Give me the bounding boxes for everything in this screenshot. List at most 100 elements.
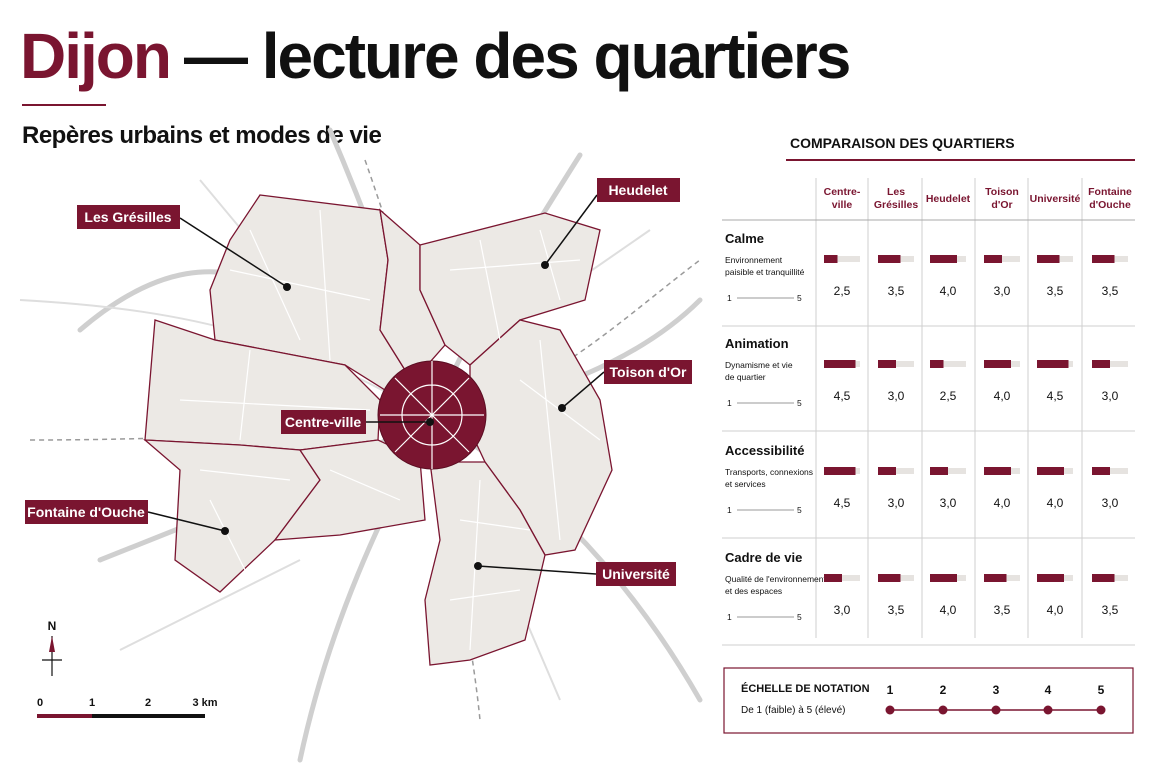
map-shape	[474, 562, 482, 570]
score-bar	[984, 360, 1011, 368]
score-bar	[1037, 255, 1060, 263]
district-label: Les Grésilles	[84, 209, 171, 225]
score-label: 4,5	[834, 496, 851, 510]
column-header: Université	[1030, 193, 1081, 205]
map-shape	[380, 361, 484, 469]
score-bar	[1092, 255, 1115, 263]
score-bar	[824, 255, 838, 263]
score-bar	[930, 360, 944, 368]
score-label: 3,5	[994, 603, 1011, 617]
map-shape	[179, 217, 288, 288]
score-label: 3,5	[1102, 603, 1119, 617]
score-bar	[1092, 467, 1110, 475]
map-shape	[597, 178, 680, 202]
map-shape	[604, 360, 692, 384]
district-label: Centre-ville	[285, 414, 361, 430]
score-label: 3,0	[940, 496, 957, 510]
city: Dijon	[20, 20, 170, 92]
map-shape	[147, 511, 226, 532]
score-label: 3,5	[1102, 284, 1119, 298]
district-label: Toison d'Or	[610, 364, 688, 380]
scale-max: 5	[797, 398, 802, 408]
score-label: 4,0	[994, 389, 1011, 403]
score-label: 4,5	[834, 389, 851, 403]
score-label: 4,0	[940, 284, 957, 298]
score-label: 3,0	[1102, 496, 1119, 510]
score-bar	[824, 360, 856, 368]
score-bar	[930, 574, 957, 582]
map-shape	[558, 404, 566, 412]
scale-label: 0	[37, 697, 43, 709]
score-label: 3,0	[1102, 389, 1119, 403]
row-label: Calme	[725, 231, 764, 246]
legend-point	[991, 705, 1001, 715]
legend-subtitle: De 1 (faible) à 5 (élevé)	[741, 705, 846, 716]
score-bar	[930, 255, 957, 263]
map-shape	[469, 319, 613, 556]
legend-point	[885, 705, 895, 715]
score-bar	[1092, 360, 1110, 368]
district-label: Université	[602, 566, 670, 582]
north-label: N	[48, 619, 57, 633]
column-header: Fontaine d'Ouche	[1088, 186, 1132, 211]
score-label: 3,5	[888, 603, 905, 617]
map-shape	[273, 439, 426, 541]
map-shape	[92, 714, 205, 718]
score-label: 4,0	[994, 496, 1011, 510]
score-label: 3,0	[994, 284, 1011, 298]
map-shape	[77, 205, 180, 229]
score-bar	[930, 467, 948, 475]
scale-max: 5	[797, 505, 802, 515]
legend-box	[723, 667, 1134, 734]
score-track	[824, 256, 860, 262]
row-label: Animation	[725, 336, 789, 351]
column-header: Centre-ville	[824, 186, 861, 211]
score-label: 3,0	[888, 496, 905, 510]
table: Centre-ville Les Grésilles Heudelet Toison d'…	[722, 178, 1135, 646]
legend-scale: 1 2 3 4 5	[885, 683, 1106, 715]
map-shape	[544, 194, 598, 266]
column-header: Heudelet	[926, 193, 971, 205]
map-shape	[541, 261, 549, 269]
scale-min: 1	[727, 398, 732, 408]
row-description: Transports, connexions et services	[725, 467, 813, 489]
score-bar	[984, 467, 1011, 475]
map-shape	[25, 500, 148, 524]
map-shape	[37, 714, 92, 718]
scale-label: 2	[145, 697, 151, 709]
map-shape	[477, 565, 597, 575]
score-track	[930, 361, 966, 367]
score-label: 3,0	[834, 603, 851, 617]
legend-point-label: 5	[1098, 683, 1105, 697]
score-bar	[824, 467, 856, 475]
score-label: 3,5	[1047, 284, 1064, 298]
row-label: Accessibilité	[725, 443, 805, 458]
title-rest: — lecture des quartiers	[184, 20, 849, 92]
legend-title: ÉCHELLE DE NOTATION	[741, 682, 870, 695]
score-bar	[984, 255, 1002, 263]
map-group	[221, 261, 566, 570]
row-description: Environnement paisible et tranquillité	[725, 255, 805, 277]
map-shape	[49, 636, 55, 652]
scale-min: 1	[727, 293, 732, 303]
scale-label: 1	[89, 697, 95, 709]
scale-label: 3 km	[192, 697, 217, 709]
score-label: 4,0	[1047, 603, 1064, 617]
scale-bar: 0 1 2 3 km	[37, 697, 218, 709]
score-bar	[878, 255, 901, 263]
scale-min: 1	[727, 612, 732, 622]
legend-point	[938, 705, 948, 715]
score-bar	[1037, 574, 1064, 582]
row-description: Dynamisme et vie de quartier	[725, 360, 793, 382]
map: Les Grésilles Heudelet Toison d'Or Centr…	[19, 127, 703, 763]
score-label: 4,5	[1047, 389, 1064, 403]
map-shape	[283, 283, 291, 291]
score-label: 2,5	[940, 389, 957, 403]
scale-max: 5	[797, 612, 802, 622]
legend-point-label: 2	[940, 683, 947, 697]
score-label: 3,5	[888, 284, 905, 298]
score-label: 4,0	[940, 603, 957, 617]
district-label: Fontaine d'Ouche	[27, 504, 145, 520]
